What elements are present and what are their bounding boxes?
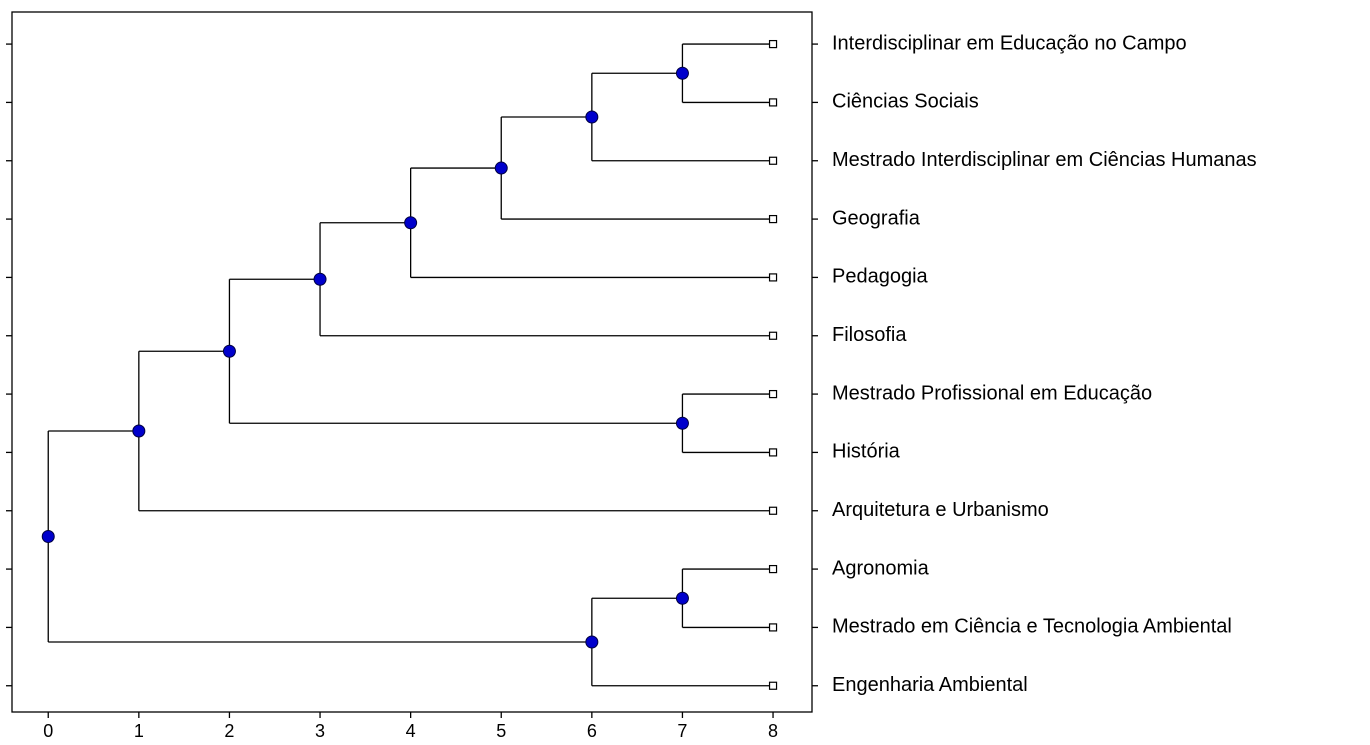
x-tick-label: 3	[315, 721, 325, 741]
node-marker	[222, 344, 236, 358]
leaf-label: Mestrado em Ciência e Tecnologia Ambient…	[832, 616, 1232, 638]
leaf-label: Interdisciplinar em Educação no Campo	[832, 32, 1187, 54]
node-marker	[585, 110, 599, 124]
leaf-label: Geografia	[832, 207, 921, 229]
node-marker	[41, 529, 55, 543]
node-marker	[404, 216, 418, 230]
leaf-marker	[768, 214, 778, 224]
x-tick-label: 2	[224, 721, 234, 741]
node-marker	[675, 66, 689, 80]
node-marker	[675, 416, 689, 430]
leaf-label: Mestrado Profissional em Educação	[832, 382, 1152, 404]
leaf-marker	[768, 681, 778, 690]
x-tick-label: 6	[587, 721, 597, 741]
node-marker	[675, 591, 689, 605]
leaf-label: Mestrado Interdisciplinar em Ciências Hu…	[832, 149, 1257, 171]
x-tick-label: 8	[768, 721, 778, 741]
leaf-label: História	[832, 441, 901, 463]
leaf-marker	[768, 273, 778, 282]
leaf-marker	[768, 389, 778, 399]
x-tick-label: 1	[134, 721, 144, 741]
x-tick-label: 5	[496, 721, 506, 741]
leaf-label: Engenharia Ambiental	[832, 674, 1028, 696]
leaf-label: Arquitetura e Urbanismo	[832, 499, 1049, 521]
leaf-label: Agronomia	[832, 557, 930, 579]
node-marker	[132, 424, 146, 438]
node-marker	[313, 272, 327, 286]
leaf-marker	[768, 331, 778, 340]
x-tick-label: 7	[677, 721, 687, 741]
leaf-marker	[768, 98, 778, 107]
node-marker	[494, 161, 508, 175]
leaf-marker	[768, 564, 778, 574]
x-tick-label: 4	[406, 721, 416, 741]
leaf-label: Pedagogia	[832, 266, 929, 288]
leaf-label: Ciências Sociais	[832, 91, 979, 113]
leaf-label: Filosofia	[832, 324, 907, 346]
leaf-marker	[768, 506, 778, 515]
node-marker	[585, 635, 599, 649]
leaf-marker	[768, 623, 778, 632]
leaf-marker	[768, 448, 778, 457]
plot-frame	[11, 11, 813, 713]
leaf-marker	[768, 156, 778, 165]
x-tick-label: 0	[43, 721, 53, 741]
leaf-marker	[768, 39, 778, 49]
